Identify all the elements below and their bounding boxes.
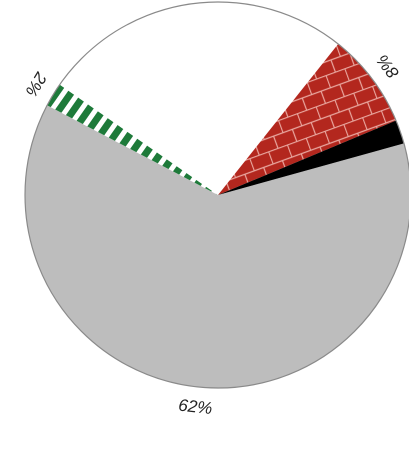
pie-slice xyxy=(218,120,404,195)
pie-slices xyxy=(24,1,409,389)
pie-slice xyxy=(59,2,339,195)
slice-label: 8% xyxy=(373,51,403,82)
slice-label: 2% xyxy=(21,68,51,100)
pie-slice xyxy=(218,43,397,196)
slice-label: 62% xyxy=(177,396,213,419)
pie-slice xyxy=(25,105,409,388)
pie-slice xyxy=(47,84,219,195)
pie-outline xyxy=(24,1,409,389)
